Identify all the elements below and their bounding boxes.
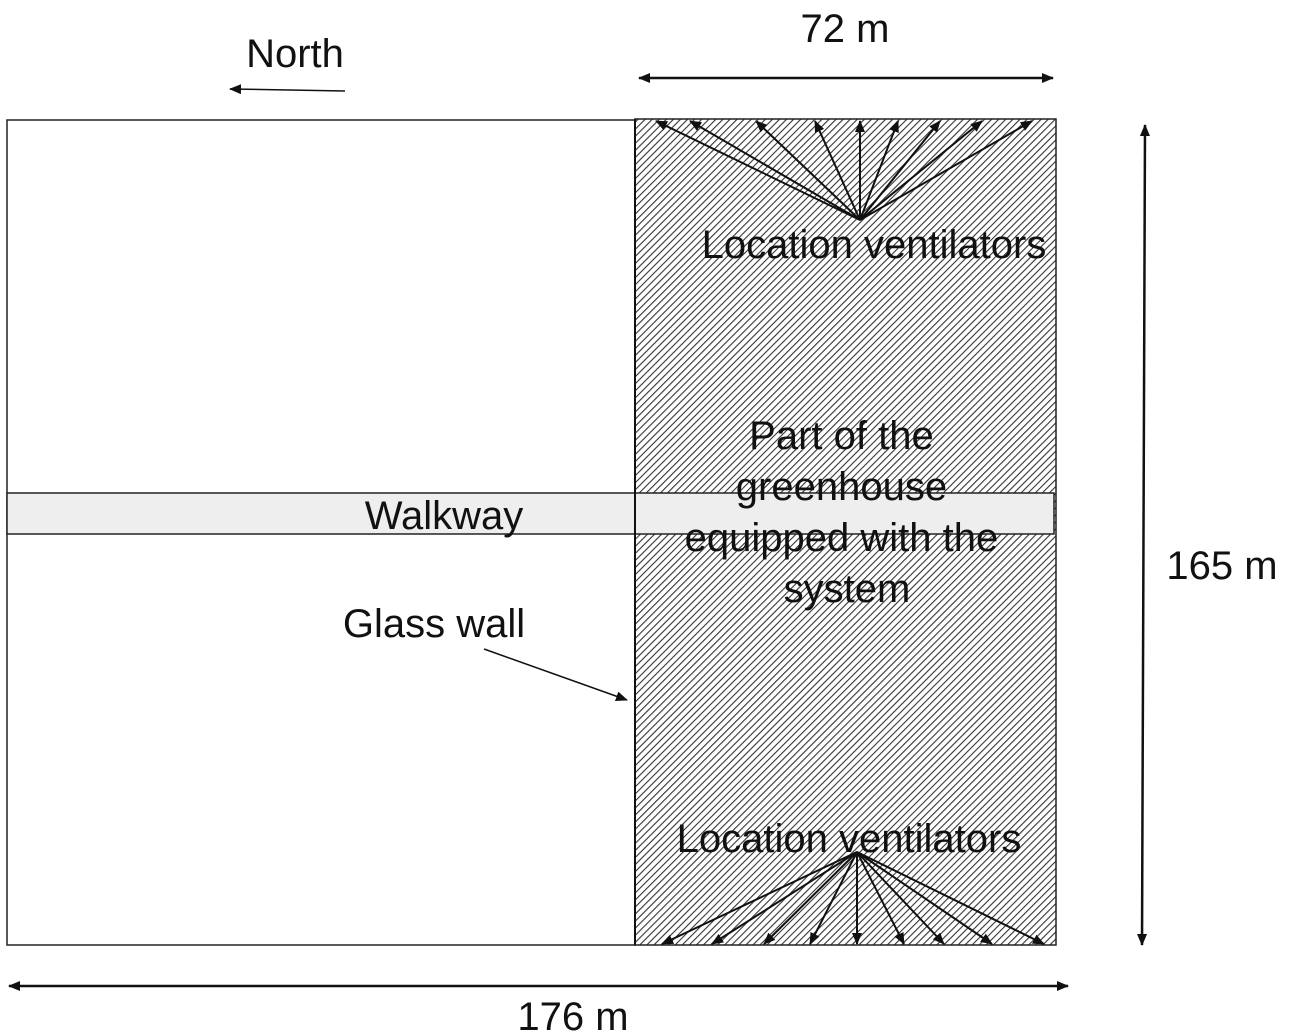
ventilator-top-arrow-1 (655, 120, 861, 221)
ventilators-bottom-label: Location ventilators (677, 817, 1022, 861)
glass-wall-pointer-arrow (483, 648, 628, 702)
ventilator-bottom-arrow-1 (661, 851, 858, 945)
walkway-right (634, 492, 1055, 535)
system-part-label-line-3: equipped with the (685, 516, 999, 560)
ventilator-bottom-arrow-2 (711, 851, 858, 945)
ventilator-bottom-arrow-9 (856, 851, 1045, 945)
ventilator-bottom-arrow-6 (856, 851, 905, 945)
walkway-left (6, 492, 636, 535)
north-label: North (246, 32, 344, 76)
height-dimension-arrow (1137, 124, 1150, 946)
ventilator-top-arrow-9 (859, 120, 1033, 221)
ventilator-top-arrow-7 (859, 120, 941, 221)
ventilator-top-arrow-4 (814, 120, 861, 221)
system-part-label: Part of the greenhouse equipped with the… (685, 414, 1010, 611)
ventilator-bottom-arrow-7 (856, 851, 945, 945)
ventilators-top-arrows (655, 120, 1033, 221)
ventilator-top-arrow-6 (859, 120, 899, 221)
ventilator-bottom-arrow-4 (809, 851, 858, 945)
ventilators-top-label: Location ventilators (702, 223, 1047, 267)
ventilator-bottom-arrow-8 (856, 851, 993, 945)
north-arrow (229, 84, 346, 95)
width-system-label: 72 m (801, 7, 890, 51)
glass-wall-label: Glass wall (343, 602, 525, 646)
total-width-label: 176 m (517, 995, 628, 1035)
system-part-label-line-2: greenhouse (736, 465, 947, 509)
walkway-label: Walkway (365, 494, 524, 538)
height-label: 165 m (1166, 544, 1277, 588)
system-part-label-line-1: Part of the (749, 414, 934, 458)
ventilator-top-arrow-8 (859, 120, 983, 221)
system-part-label-line-4: system (784, 567, 911, 611)
ventilators-bottom-arrows (661, 851, 1045, 945)
ventilator-top-arrow-2 (689, 120, 861, 221)
ventilator-bottom-arrow-3 (763, 851, 858, 945)
ventilator-top-arrow-3 (755, 120, 861, 221)
